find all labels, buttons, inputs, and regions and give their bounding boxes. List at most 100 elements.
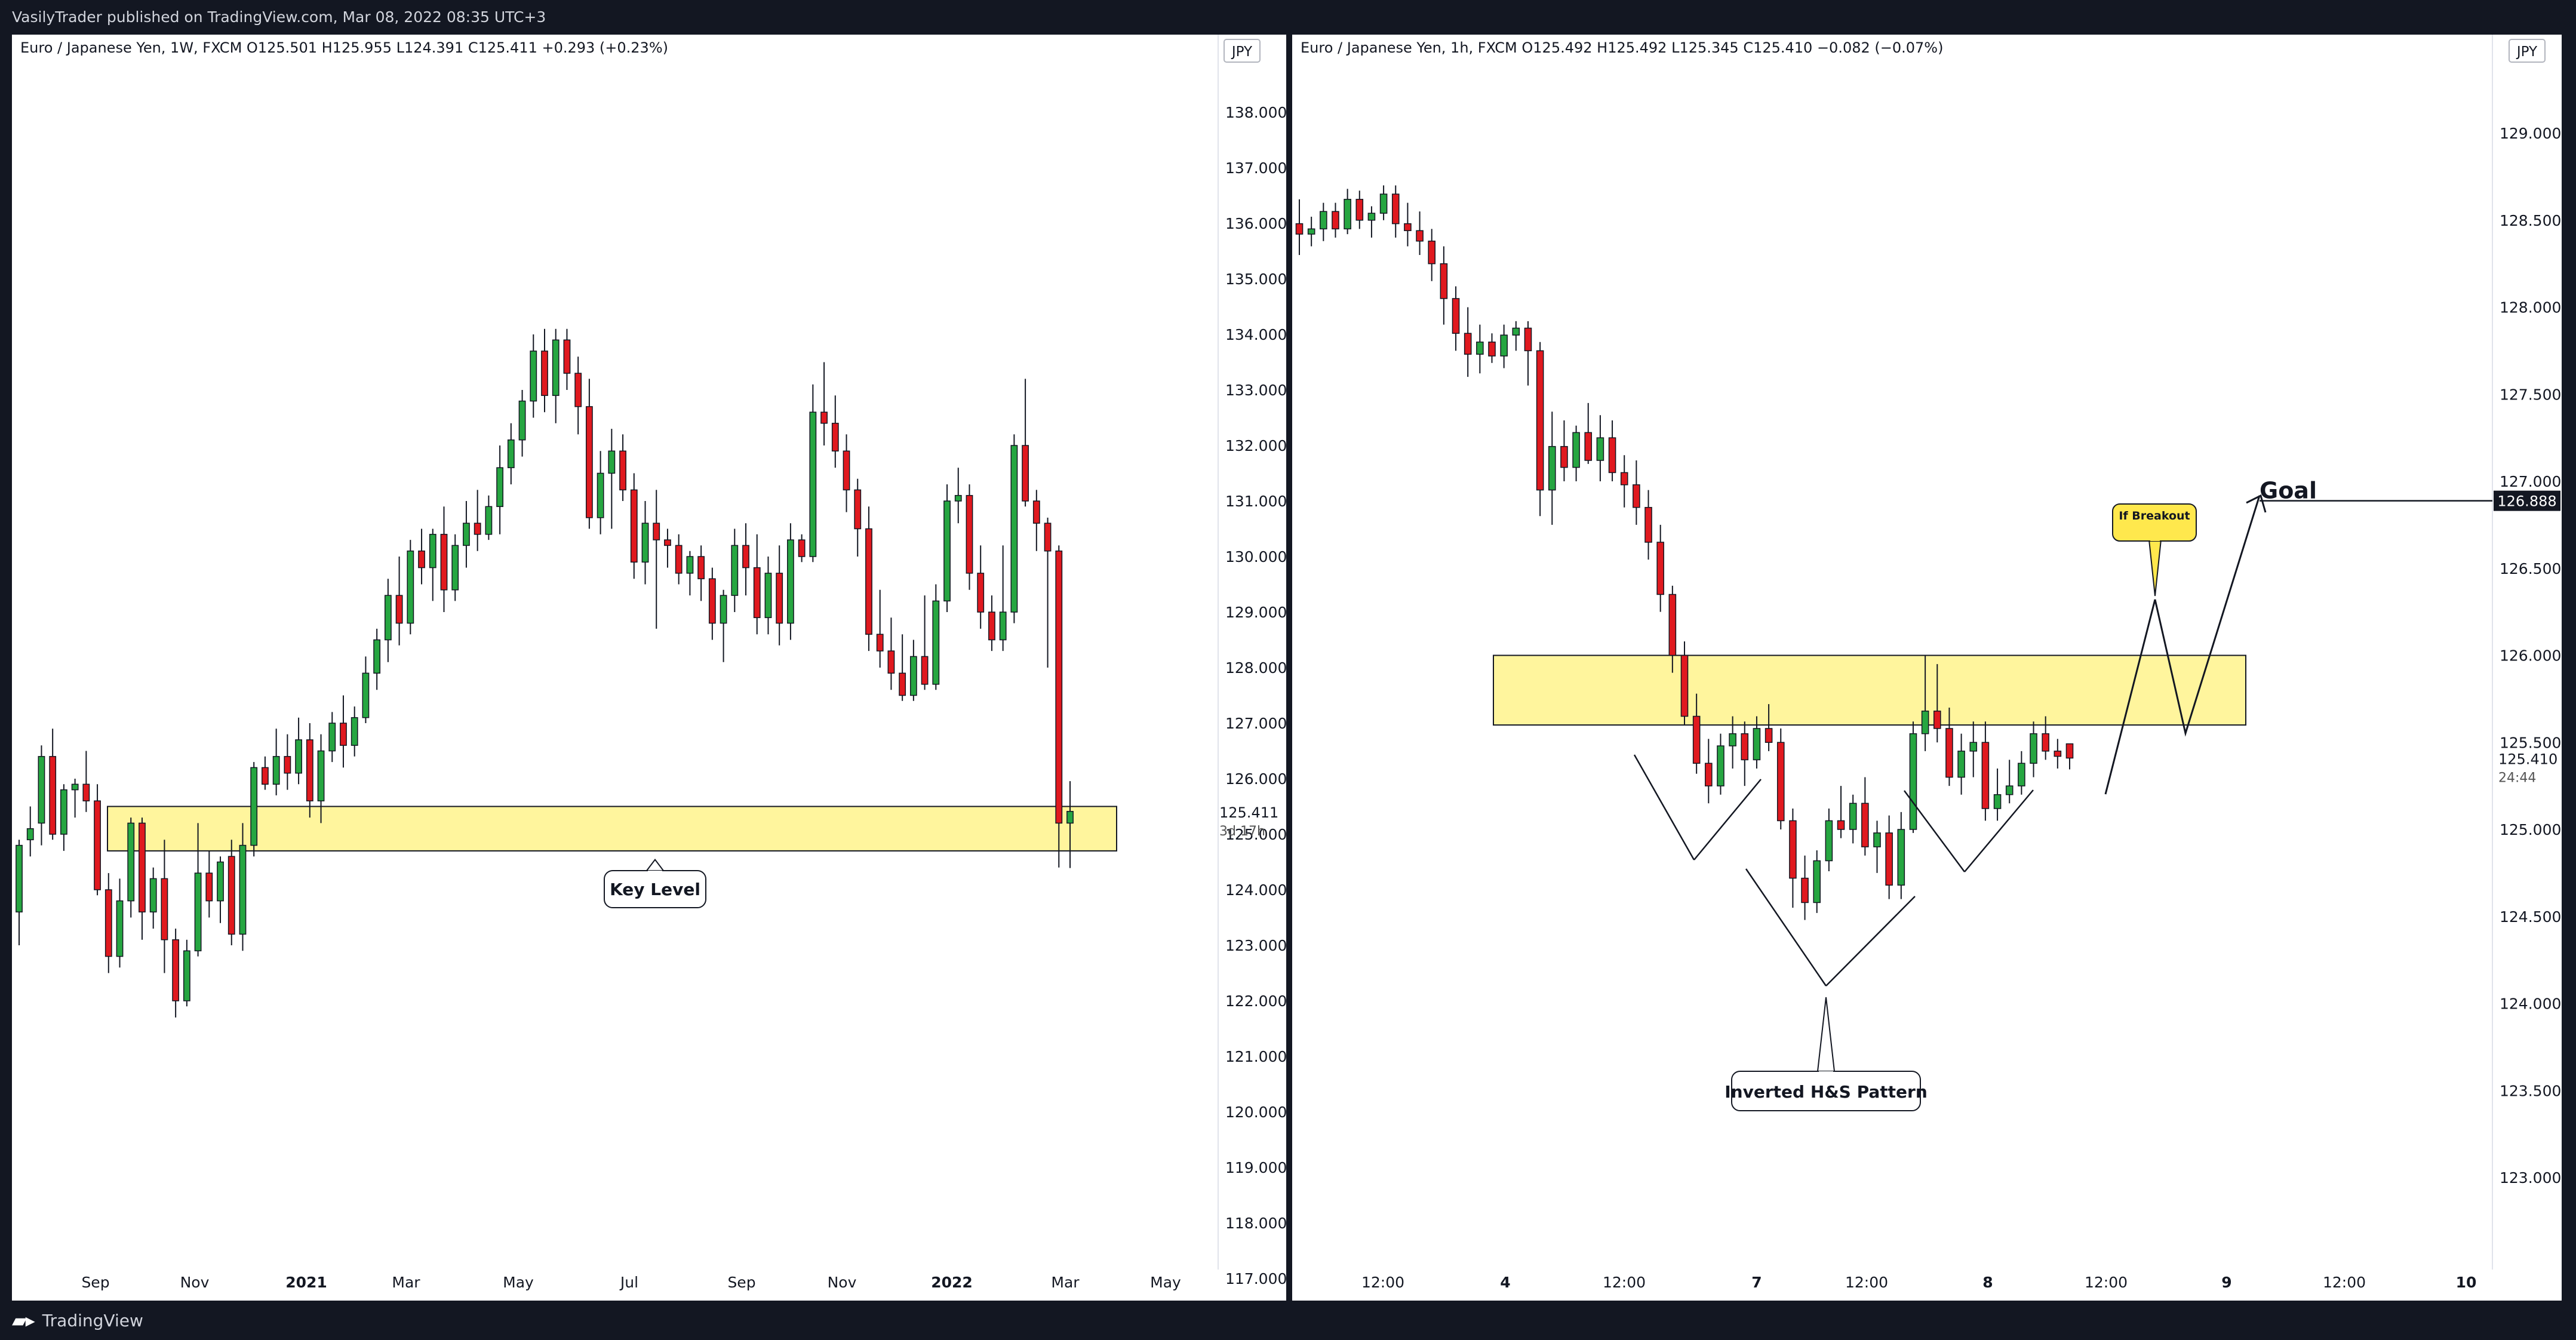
candle-body <box>541 351 548 397</box>
candle-body <box>116 900 124 957</box>
y-tick-label: 128.000 <box>2500 299 2561 316</box>
tradingview-logo-icon[interactable]: ▰▸ <box>12 1309 35 1332</box>
footer-brand[interactable]: TradingView <box>42 1310 143 1330</box>
candle-body <box>932 600 940 685</box>
currency-badge <box>2509 39 2546 63</box>
x-tick-label: Mar <box>1051 1274 1080 1291</box>
candle-body <box>463 523 470 546</box>
y-tick-label: 128.000 <box>1225 659 1286 677</box>
pattern-label: Inverted H&S Pattern <box>1724 1082 1928 1102</box>
candle-body <box>139 822 146 912</box>
candle-body <box>1476 342 1484 355</box>
currency-label: JPY <box>1231 44 1253 60</box>
candle-body <box>239 844 247 935</box>
candle-body <box>1849 803 1857 830</box>
candle-body <box>1295 223 1304 235</box>
candle-body <box>1861 803 1869 847</box>
pattern-line <box>1825 896 1916 986</box>
candle-body <box>429 534 436 568</box>
x-tick-label: 4 <box>1500 1274 1510 1291</box>
y-tick-label: 120.000 <box>1225 1104 1286 1121</box>
hourly-chart-canvas[interactable]: 129.000 128.500 128.000 127.500 127.000 126.5… <box>1292 35 2562 1301</box>
candle-body <box>26 828 34 841</box>
x-tick-label: Mar <box>392 1274 420 1291</box>
breakout-callout-pointer <box>2148 539 2162 597</box>
y-tick-label: 132.000 <box>1225 437 1286 454</box>
x-tick-label: Jul <box>619 1274 638 1291</box>
x-tick-label: 12:00 <box>1845 1274 1888 1291</box>
candle-body <box>127 822 135 902</box>
projection-arrowhead-icon <box>2246 494 2267 513</box>
countdown-label: 3d 17h <box>1219 824 1265 839</box>
y-tick-label: 125.000 <box>2500 821 2561 838</box>
y-tick-label: 123.500 <box>2500 1082 2561 1099</box>
candle-body <box>1717 745 1724 786</box>
goal-price-label: 126.888 <box>2497 493 2556 510</box>
y-tick-label: 122.000 <box>1225 992 1286 1010</box>
candle-body <box>407 550 414 624</box>
y-tick-label: 118.000 <box>1225 1215 1286 1232</box>
y-tick-label: 130.000 <box>1225 548 1286 565</box>
candle-body <box>1993 794 2002 809</box>
candle-body <box>708 578 716 624</box>
candle-body <box>1391 193 1400 225</box>
y-tick-label: 138.000 <box>1225 104 1286 121</box>
candle-body <box>2042 733 2049 752</box>
candle-body <box>373 639 381 674</box>
x-tick-label: 12:00 <box>2323 1274 2366 1291</box>
candle-body <box>966 494 973 574</box>
candle-body <box>38 756 45 824</box>
weekly-chart-canvas[interactable]: 138.000 137.000 136.000 135.000 134.000 133.0… <box>12 35 1286 1301</box>
y-tick-label: 127.500 <box>2500 386 2561 403</box>
candle-body <box>664 539 671 546</box>
candle-body <box>1524 327 1532 352</box>
candle-body <box>60 789 67 835</box>
weekly-chart-panel[interactable]: 138.000 137.000 136.000 135.000 134.000 133.0… <box>12 35 1286 1301</box>
candle-body <box>1705 763 1713 786</box>
candle-body <box>1452 298 1460 334</box>
candle-body <box>474 523 481 535</box>
candle-body <box>1066 811 1074 824</box>
y-tick-label: 128.500 <box>2500 212 2561 229</box>
candle-body <box>630 489 638 563</box>
y-tick-label: 133.000 <box>1225 382 1286 399</box>
x-tick-label: Nov <box>180 1274 210 1291</box>
candle-body <box>1536 350 1544 491</box>
candle-body <box>1032 500 1040 524</box>
candle-body <box>194 872 202 952</box>
candle-body <box>228 856 235 935</box>
candle-body <box>1813 860 1821 903</box>
candle-body <box>1355 199 1364 221</box>
candle-body <box>362 672 370 718</box>
x-tick-label: May <box>1150 1274 1181 1291</box>
callout-pointer <box>645 858 665 871</box>
candle-body <box>798 539 806 557</box>
candle-body <box>1656 542 1664 595</box>
candle-body <box>1885 832 1893 886</box>
candle-body <box>608 450 616 474</box>
candle-body <box>328 723 336 752</box>
x-tick-label: 12:00 <box>1603 1274 1646 1291</box>
candle-body <box>485 506 493 535</box>
candle-body <box>1332 211 1339 230</box>
candle-body <box>1741 733 1749 761</box>
y-tick-label: 125.000 <box>1225 826 1286 843</box>
y-tick-label: 129.000 <box>2500 125 2561 142</box>
candle-body <box>2005 785 2014 795</box>
candle-body <box>776 573 783 624</box>
x-tick-label: 2022 <box>931 1274 973 1291</box>
y-tick-label: 124.000 <box>1225 881 1286 899</box>
x-tick-label: 12:00 <box>2085 1274 2128 1291</box>
y-tick-label: 121.000 <box>1225 1048 1286 1065</box>
candle-body <box>1307 228 1315 235</box>
candle-body <box>686 556 694 574</box>
candle-body <box>954 494 962 502</box>
candle-body <box>876 634 884 651</box>
y-tick-label: 124.500 <box>2500 908 2561 926</box>
y-tick-label: 123.000 <box>1225 937 1286 954</box>
candle-body <box>395 595 403 624</box>
candle-body <box>16 844 23 912</box>
hourly-chart-panel[interactable]: 129.000 128.500 128.000 127.500 127.000 126.5… <box>1292 35 2562 1301</box>
candle-body <box>1428 240 1436 265</box>
y-tick-label: 137.000 <box>1225 159 1286 177</box>
